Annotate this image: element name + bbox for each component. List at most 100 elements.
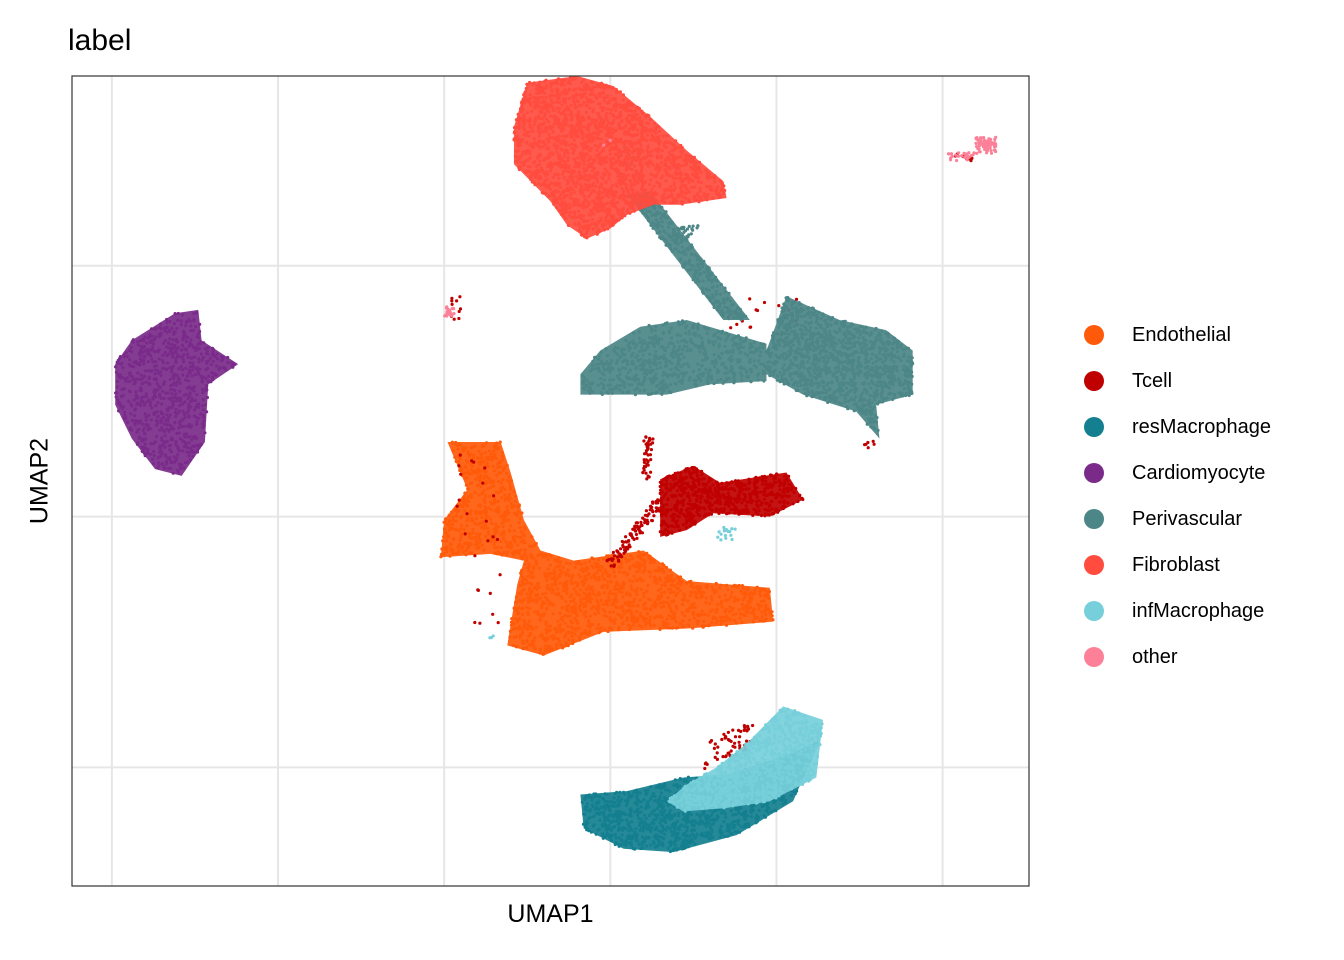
point-Cardiomyocyte (116, 398, 120, 402)
point-Cardiomyocyte (211, 359, 215, 363)
point-Endothelial (703, 624, 707, 628)
point-Endothelial (569, 599, 573, 603)
point-Tcell (455, 504, 459, 508)
point-Tcell (753, 508, 758, 512)
point-Endothelial (720, 599, 724, 603)
point-Endothelial (632, 623, 636, 627)
point-Tcell (786, 489, 790, 494)
point-Cardiomyocyte (139, 389, 144, 393)
point-resMacrophage (675, 783, 679, 787)
point-Endothelial (737, 583, 741, 588)
point-Endothelial (529, 556, 533, 560)
point-Endothelial (521, 613, 525, 617)
point-Endothelial (508, 541, 512, 545)
point-resMacrophage (594, 832, 598, 836)
point-Tcell (726, 730, 731, 735)
point-Endothelial (648, 561, 652, 565)
point-Cardiomyocyte (199, 340, 203, 344)
point-Tcell (761, 479, 765, 483)
point-Cardiomyocyte (206, 379, 210, 383)
point-resMacrophage (611, 815, 615, 819)
point-Endothelial (691, 605, 695, 609)
point-resMacrophage (686, 815, 690, 820)
point-Endothelial (710, 585, 714, 589)
point-resMacrophage (772, 800, 776, 805)
point-Tcell (681, 492, 685, 496)
point-Endothelial (515, 600, 519, 604)
point-Endothelial (532, 565, 536, 569)
point-Endothelial (542, 652, 546, 656)
point-Endothelial (625, 610, 629, 614)
point-Tcell (676, 524, 681, 529)
point-Endothelial (537, 585, 541, 590)
point-Endothelial (661, 623, 665, 627)
point-Endothelial (638, 611, 643, 615)
point-Endothelial (510, 505, 514, 509)
point-Endothelial (492, 502, 496, 506)
point-Endothelial (642, 618, 646, 622)
point-Endothelial (534, 625, 539, 630)
point-Endothelial (709, 595, 714, 599)
point-Tcell (645, 477, 649, 481)
point-Cardiomyocyte (149, 327, 154, 331)
point-Endothelial (525, 592, 529, 596)
point-Endothelial (578, 604, 582, 608)
point-Tcell (457, 464, 461, 468)
point-Tcell (778, 488, 782, 492)
point-Endothelial (556, 619, 560, 624)
point-Perivascular (907, 393, 911, 398)
point-Cardiomyocyte (182, 440, 186, 444)
point-Tcell (673, 476, 677, 480)
point-Endothelial (719, 619, 723, 623)
point-Cardiomyocyte (197, 405, 201, 409)
point-Endothelial (540, 632, 544, 636)
point-resMacrophage (663, 799, 667, 803)
point-Endothelial (719, 602, 723, 606)
point-Endothelial (507, 498, 511, 503)
point-Perivascular (787, 332, 791, 336)
point-Endothelial (477, 449, 481, 453)
point-Endothelial (513, 540, 517, 544)
point-Endothelial (509, 479, 513, 483)
point-Endothelial (617, 627, 621, 631)
point-Tcell (634, 532, 639, 537)
point-Endothelial (538, 617, 542, 622)
point-Tcell (704, 491, 708, 495)
point-Endothelial (505, 552, 509, 556)
point-Endothelial (657, 566, 661, 570)
point-resMacrophage (643, 839, 647, 843)
point-Tcell (747, 500, 751, 504)
cluster-region-Endothelial-0 (440, 442, 774, 656)
point-Cardiomyocyte (188, 435, 192, 439)
point-Endothelial (524, 578, 529, 582)
point-Endothelial (495, 545, 500, 550)
point-Endothelial (588, 614, 592, 618)
point-resMacrophage (722, 835, 727, 839)
point-resMacrophage (742, 825, 746, 829)
point-Tcell (754, 481, 758, 485)
point-Endothelial (503, 487, 507, 491)
point-Cardiomyocyte (165, 413, 169, 417)
point-Tcell (633, 524, 637, 529)
point-Cardiomyocyte (167, 397, 171, 401)
point-Endothelial (574, 611, 578, 615)
point-Cardiomyocyte (118, 373, 122, 377)
point-Cardiomyocyte (173, 350, 177, 354)
point-Endothelial (451, 449, 455, 453)
point-Tcell (792, 490, 796, 494)
point-Cardiomyocyte (165, 354, 169, 358)
point-Tcell (750, 492, 755, 496)
point-Cardiomyocyte (213, 355, 217, 359)
point-Endothelial (764, 607, 768, 611)
point-Tcell (707, 487, 711, 491)
point-resMacrophage (717, 829, 722, 834)
point-Endothelial (706, 613, 710, 617)
point-resMacrophage (693, 819, 697, 823)
point-Endothelial (595, 571, 599, 575)
point-Tcell (742, 497, 746, 501)
point-Endothelial (449, 543, 453, 547)
point-Endothelial (526, 613, 530, 617)
series-Cardiomyocyte (114, 309, 239, 476)
point-resMacrophage (639, 805, 643, 809)
point-Endothelial (467, 532, 471, 536)
